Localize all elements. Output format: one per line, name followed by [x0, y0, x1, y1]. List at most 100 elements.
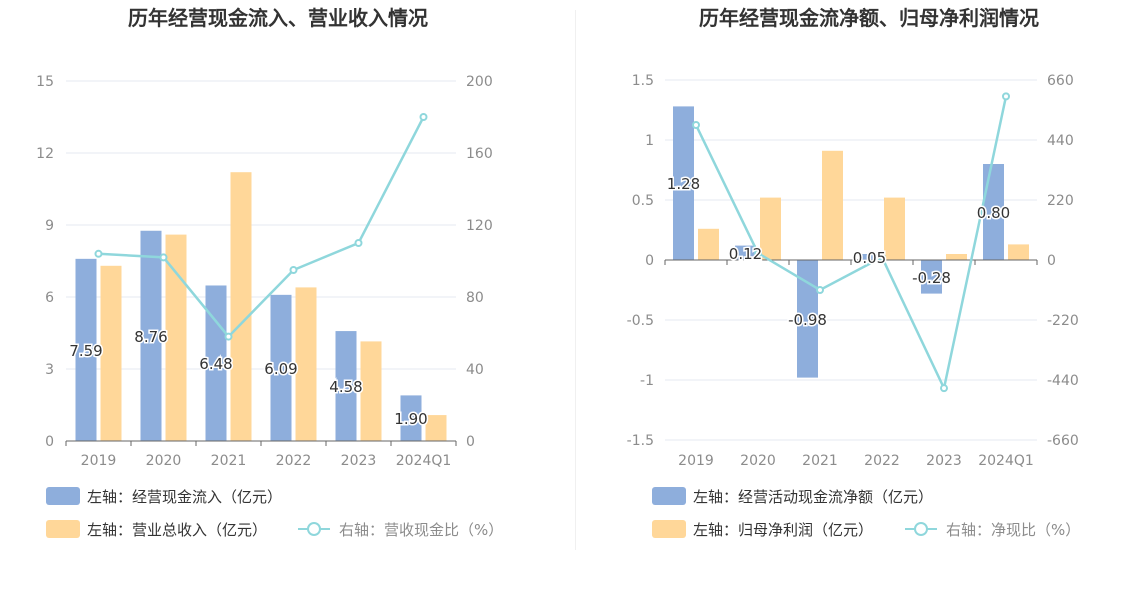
legend-line-marker	[307, 522, 321, 536]
chart-cash-inflow-revenue-svg: 历年经营现金流入、营业收入情况 0 3 6 9 12 15 0 40 80 120 160 200 201…	[36, 6, 503, 539]
legend-swatch	[46, 520, 80, 538]
bar-orange	[946, 254, 967, 260]
legend-label: 右轴：净现比（%）	[946, 521, 1080, 539]
left-axis-tick-label: 6	[45, 290, 54, 306]
x-axis-category-label: 2022	[864, 453, 900, 469]
ratio-point	[354, 239, 363, 247]
legend-label: 左轴：归母净利润（亿元）	[693, 521, 873, 539]
ratio-point	[754, 249, 762, 258]
bar-data-label: 1.28	[667, 175, 700, 193]
bar-data-label: 4.58	[329, 378, 362, 396]
ratio-point	[1002, 92, 1010, 101]
ratio-line	[98, 116, 425, 339]
bar-blue	[400, 395, 422, 441]
bar-orange	[884, 197, 905, 260]
bar-blue	[335, 331, 357, 441]
bar-orange	[295, 287, 317, 441]
chart-title: 历年经营现金流净额、归母净利润情况	[699, 6, 1039, 30]
bar-orange	[100, 265, 122, 441]
x-axis-category-label: 2021	[802, 453, 838, 469]
ratio-point	[94, 249, 103, 258]
bar-data-label: 1.90	[394, 410, 427, 428]
bar-blue	[859, 254, 880, 260]
left-axis-tick-label: -1	[640, 373, 654, 389]
bar-blue	[735, 245, 756, 260]
legend-swatch	[46, 487, 80, 505]
legend-label: 右轴：营收现金比（%）	[339, 521, 503, 539]
left-axis-tick-label: 0	[45, 434, 54, 450]
legend-swatch	[652, 520, 686, 538]
bar-data-label: -0.28	[912, 269, 951, 287]
bar-blue	[75, 258, 97, 441]
bar-orange	[698, 228, 719, 260]
ratio-point	[289, 266, 298, 274]
bar-data-label: 8.76	[134, 328, 167, 346]
right-axis-tick-label: 0	[466, 434, 475, 450]
chart-panel-cash-inflow-revenue: 历年经营现金流入、营业收入情况 0 3 6 9 12 15 0 40 80 120 160 200 201…	[36, 6, 503, 539]
left-axis-tick-label: 9	[45, 218, 54, 234]
left-axis-tick-label: 0	[645, 253, 654, 269]
x-axis-category-label: 2019	[678, 453, 714, 469]
bar-data-label: 0.80	[977, 204, 1010, 222]
ratio-point	[224, 332, 233, 341]
x-axis-category-label: 2023	[341, 453, 377, 469]
bar-orange	[165, 234, 187, 441]
x-axis-category-label: 2020	[740, 453, 776, 469]
right-axis-tick-label: -220	[1047, 313, 1079, 329]
x-axis-category-label: 2020	[146, 453, 182, 469]
ratio-point	[940, 384, 948, 393]
right-axis-tick-label: 80	[466, 290, 484, 306]
left-axis-tick-label: 1.5	[632, 73, 654, 89]
panel-divider	[575, 10, 576, 550]
bar-orange	[230, 172, 252, 441]
chart-net-cash-profit-svg: 历年经营现金流净额、归母净利润情况 -1.5 -1 -0.5 0 0.5 1 1.5 -660 -…	[627, 6, 1081, 539]
bar-orange	[1008, 244, 1029, 260]
ratio-point	[159, 253, 168, 262]
ratio-point	[816, 286, 824, 294]
x-axis-category-label: 2019	[81, 453, 117, 469]
right-axis-tick-label: 120	[466, 218, 493, 234]
bar-data-label: -0.98	[788, 311, 827, 329]
x-axis-category-label: 2023	[926, 453, 962, 469]
left-axis-tick-label: 0.5	[632, 193, 654, 209]
bar-blue	[797, 260, 818, 378]
bar-orange	[360, 341, 382, 441]
bar-blue	[270, 294, 292, 441]
right-axis-tick-label: 660	[1047, 73, 1074, 89]
bar-data-label: 6.48	[199, 355, 232, 373]
x-axis-category-label: 2022	[276, 453, 312, 469]
ratio-line	[694, 96, 1008, 393]
left-axis-tick-label: -1.5	[627, 433, 654, 449]
chart-panel-net-cash-profit: 历年经营现金流净额、归母净利润情况 -1.5 -1 -0.5 0 0.5 1 1.5 -660 -…	[577, 0, 1148, 589]
legend-line-marker	[914, 522, 928, 536]
right-axis-tick-label: 40	[466, 362, 484, 378]
right-axis-tick-label: 220	[1047, 193, 1074, 209]
left-axis-tick-label: 12	[36, 146, 54, 162]
chart-title: 历年经营现金流入、营业收入情况	[128, 6, 428, 30]
legend-swatch	[652, 487, 686, 505]
right-axis-tick-label: 440	[1047, 133, 1074, 149]
bar-blue	[983, 164, 1004, 260]
bar-blue	[140, 230, 162, 441]
right-axis-tick-label: -660	[1047, 433, 1079, 449]
left-axis-tick-label: 3	[45, 362, 54, 378]
left-axis-tick-label: 15	[36, 74, 54, 90]
legend-label: 左轴：营业总收入（亿元）	[87, 521, 267, 539]
bar-data-label: 0.05	[853, 249, 886, 267]
bar-orange	[760, 197, 781, 260]
x-axis-category-label: 2024Q1	[396, 453, 452, 469]
ratio-point	[692, 121, 700, 129]
ratio-point	[419, 113, 428, 121]
bar-orange	[425, 415, 447, 441]
right-axis-tick-label: 0	[1047, 253, 1056, 269]
right-axis-tick-label: -440	[1047, 373, 1079, 389]
bar-orange	[822, 150, 843, 260]
bar-blue	[921, 260, 942, 294]
x-axis-category-label: 2024Q1	[978, 453, 1034, 469]
x-axis-category-label: 2021	[211, 453, 247, 469]
right-axis-tick-label: 160	[466, 146, 493, 162]
legend-label: 左轴：经营活动现金流净额（亿元）	[693, 488, 933, 506]
bar-data-label: 6.09	[264, 360, 297, 378]
bar-blue	[205, 285, 227, 441]
bar-data-label: 0.12	[729, 245, 762, 263]
